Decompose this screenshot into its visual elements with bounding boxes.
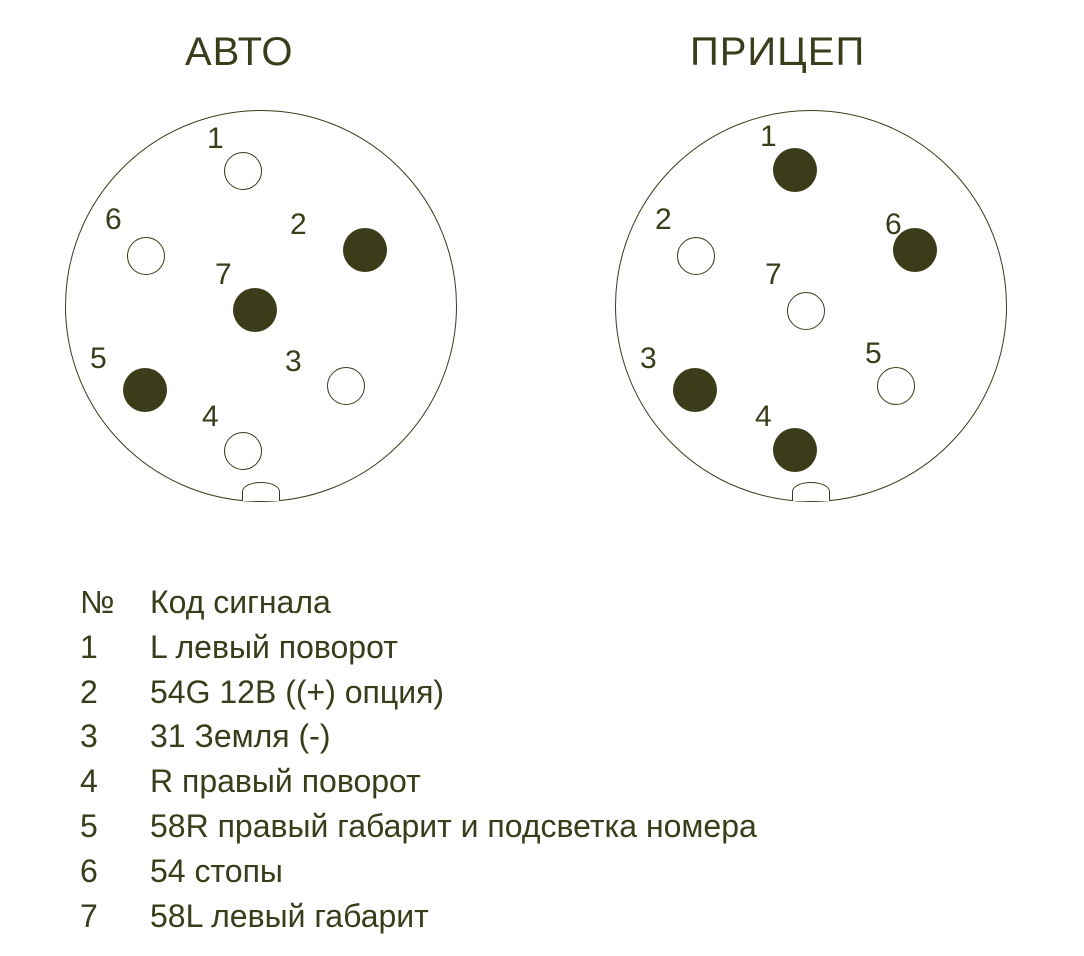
connector-trailer-pin-label-5: 5 [865,337,882,371]
legend-row: 6 54 стопы [80,849,757,894]
connector-auto-pin-label-6: 6 [105,203,122,237]
connector-auto-pin-label-2: 2 [290,208,307,242]
legend-header-text: Код сигнала [150,580,757,625]
legend-table: № Код сигнала 1 L левый поворот 2 54G 12… [80,580,757,938]
legend-row-num: 2 [80,670,150,715]
legend-row-num: 3 [80,714,150,759]
connector-auto-key-notch [242,482,280,501]
legend-row-text: 54G 12В ((+) опция) [150,670,757,715]
legend-row: 7 58L левый габарит [80,894,757,939]
legend-row-text: L левый поворот [150,625,757,670]
connector-auto-pin-label-1: 1 [207,122,224,156]
legend-row-num: 7 [80,894,150,939]
connector-auto-pin-7 [233,288,277,332]
legend-row: 5 58R правый габарит и подсветка номера [80,804,757,849]
connector-trailer-pin-3 [673,368,717,412]
legend-row-text: 31 Земля (-) [150,714,757,759]
connector-auto-pin-label-7: 7 [215,258,232,292]
connector-trailer-pin-5 [877,367,915,405]
legend-row-num: 1 [80,625,150,670]
legend-row-num: 6 [80,849,150,894]
connector-trailer-pin-1 [773,148,817,192]
connector-trailer-pin-7 [787,292,825,330]
legend-row-num: 4 [80,759,150,804]
connector-auto-pin-1 [224,152,262,190]
connector-auto-pin-label-5: 5 [90,342,107,376]
connector-trailer-pin-label-2: 2 [655,203,672,237]
legend-row-text: 58L левый габарит [150,894,757,939]
legend-row-text: 54 стопы [150,849,757,894]
legend-row-text: R правый поворот [150,759,757,804]
connector-auto-pin-label-4: 4 [202,400,219,434]
connector-title-auto: АВТО [185,30,293,75]
legend-header-row: № Код сигнала [80,580,757,625]
legend-row: 3 31 Земля (-) [80,714,757,759]
legend-header-num: № [80,580,150,625]
connector-trailer-pin-4 [773,428,817,472]
legend-row: 2 54G 12В ((+) опция) [80,670,757,715]
connector-auto-pin-4 [224,432,262,470]
connector-auto-pin-5 [123,368,167,412]
connector-trailer-pin-2 [677,237,715,275]
connector-trailer-pin-label-4: 4 [755,400,772,434]
connector-title-trailer: ПРИЦЕП [690,30,865,75]
connector-auto-pin-3 [327,367,365,405]
connector-auto-pin-6 [127,237,165,275]
connector-trailer-key-notch [792,482,830,501]
legend-row: 1 L левый поворот [80,625,757,670]
legend-row: 4 R правый поворот [80,759,757,804]
connector-trailer-pin-label-1: 1 [760,120,777,154]
connector-trailer-pin-label-6: 6 [885,208,902,242]
legend-row-num: 5 [80,804,150,849]
connector-auto-pin-label-3: 3 [285,345,302,379]
page-root: АВТО ПРИЦЕП № Код сигнала 1 L левый пово… [0,0,1084,956]
legend-row-text: 58R правый габарит и подсветка номера [150,804,757,849]
connector-trailer-pin-label-7: 7 [765,258,782,292]
connector-trailer-pin-label-3: 3 [640,342,657,376]
connector-auto-pin-2 [343,228,387,272]
